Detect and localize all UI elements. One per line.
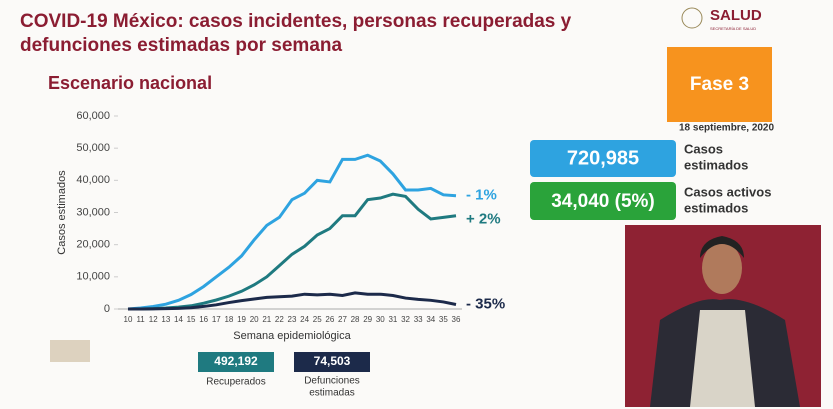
- x-tick-label: 19: [237, 315, 246, 324]
- active-label: estimados: [684, 200, 748, 215]
- x-tick-label: 20: [250, 315, 259, 324]
- cases-value: 720,985: [567, 147, 639, 169]
- x-tick-label: 34: [426, 315, 435, 324]
- x-axis-label: Semana epidemiológica: [233, 330, 351, 342]
- phase: Fase 3: [690, 74, 749, 95]
- y-tick-label: 60,000: [76, 110, 110, 122]
- deaths-box: [294, 352, 370, 372]
- x-tick-label: 24: [300, 315, 309, 324]
- x-tick-label: 35: [439, 315, 448, 324]
- x-tick-label: 36: [452, 315, 461, 324]
- end-label: - 35%: [466, 295, 505, 312]
- x-tick-label: 14: [174, 315, 183, 324]
- x-tick-label: 29: [363, 315, 372, 324]
- end-label: - 1%: [466, 187, 497, 204]
- x-tick-label: 23: [288, 315, 297, 324]
- cases-box: [530, 140, 676, 177]
- y-tick-label: 40,000: [76, 174, 110, 186]
- y-tick-label: 0: [104, 303, 110, 315]
- recovered-box: [198, 352, 274, 372]
- cases-label: estimados: [684, 157, 748, 172]
- y-tick-label: 20,000: [76, 239, 110, 251]
- cases-label: Casos: [684, 141, 723, 156]
- x-tick-label: 12: [149, 315, 158, 324]
- video-inset: [625, 225, 821, 407]
- end-label: + 2%: [466, 211, 501, 228]
- x-tick-label: 10: [124, 315, 133, 324]
- x-tick-label: 26: [325, 315, 334, 324]
- deaths-label: Defunciones: [304, 376, 360, 387]
- x-tick-label: 16: [199, 315, 208, 324]
- x-tick-label: 17: [212, 315, 221, 324]
- x-tick-label: 25: [313, 315, 322, 324]
- line: [128, 291, 457, 311]
- deaths-label: estimadas: [309, 388, 355, 399]
- subtitle: Escenario nacional: [48, 73, 212, 93]
- x-tick-label: 32: [401, 315, 410, 324]
- x-tick-label: 30: [376, 315, 385, 324]
- x-tick-label: 22: [275, 315, 284, 324]
- recovered-label: Recuperados: [206, 377, 265, 388]
- y-axis-label: Casos estimados: [56, 170, 68, 255]
- active-box: [530, 182, 676, 220]
- line: [127, 153, 457, 311]
- deaths-value: 74,503: [314, 354, 351, 368]
- line: [128, 192, 457, 311]
- x-tick-label: 31: [388, 315, 397, 324]
- y-tick-label: 50,000: [76, 142, 110, 154]
- decor: [50, 340, 90, 362]
- x-tick-label: 33: [414, 315, 423, 324]
- x-tick-label: 28: [351, 315, 360, 324]
- x-tick-label: 18: [224, 315, 233, 324]
- x-tick-label: 13: [161, 315, 170, 324]
- logo: SALUD: [710, 7, 762, 24]
- active-value: 34,040 (5%): [551, 191, 655, 212]
- title: defunciones estimadas por semana: [20, 35, 342, 56]
- x-tick-label: 15: [187, 315, 196, 324]
- y-tick-label: 10,000: [76, 271, 110, 283]
- active-label: Casos activos: [684, 184, 771, 199]
- x-tick-label: 11: [136, 315, 145, 324]
- date: 18 septiembre, 2020: [679, 123, 774, 134]
- recovered-value: 492,192: [214, 354, 258, 368]
- x-tick-label: 21: [262, 315, 271, 324]
- logo-small: SECRETARÍA DE SALUD: [710, 26, 756, 31]
- phase-box: [667, 47, 772, 122]
- x-tick-label: 27: [338, 315, 347, 324]
- y-tick-label: 30,000: [76, 206, 110, 218]
- logo-emblem: [681, 7, 703, 29]
- title: COVID-19 México: casos incidentes, perso…: [20, 11, 572, 32]
